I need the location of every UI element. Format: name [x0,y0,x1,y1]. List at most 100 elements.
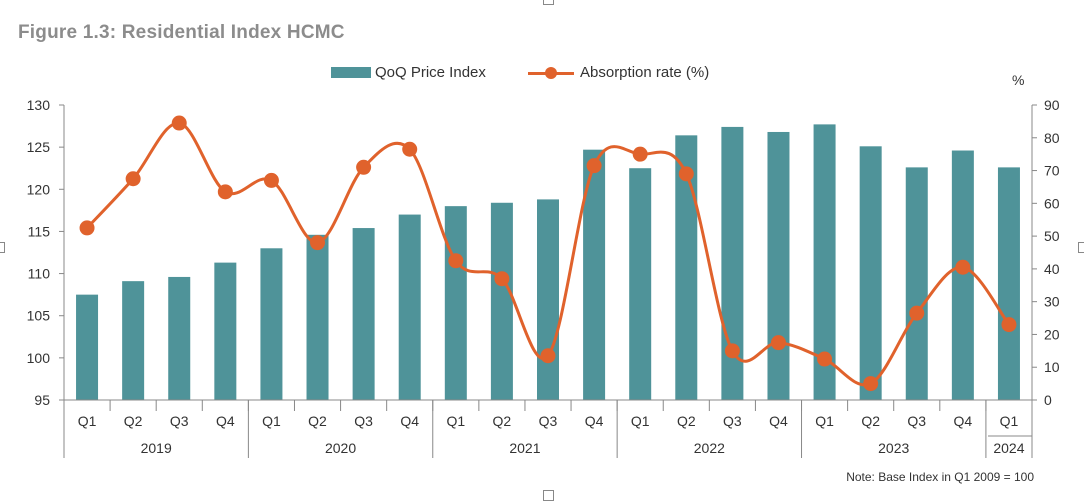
absorption-point-11 [540,348,556,364]
bar-17 [813,124,836,400]
x-tick-label-18: Q2 [861,413,880,429]
x-tick-label-17: Q1 [815,413,834,429]
left-tick-label-115: 115 [28,223,51,239]
year-label-2019: 2019 [141,440,172,456]
left-tick-label-100: 100 [27,350,51,366]
bar-12 [583,149,606,400]
legend-label-absorption-rate: Absorption rate (%) [580,64,710,81]
legend-label-price-index: QoQ Price Index [375,64,486,81]
left-tick-label-95: 95 [34,392,50,408]
x-tick-label-1: Q1 [78,413,97,429]
bar-15 [721,126,744,401]
legend-item-price-index: QoQ Price Index [331,64,486,81]
x-tick-label-3: Q3 [170,413,189,429]
absorption-point-13 [632,146,648,162]
bar-20 [951,150,974,400]
bar-10 [490,202,513,400]
bar-1 [76,294,99,400]
right-tick-label-90: 90 [1044,97,1060,113]
right-tick-label-10: 10 [1044,359,1060,375]
x-tick-label-8: Q4 [400,413,419,429]
year-label-2023: 2023 [878,440,909,456]
left-tick-label-120: 120 [27,181,51,197]
bar-9 [444,206,467,400]
bar-19 [905,167,928,400]
right-tick-label-70: 70 [1044,163,1060,179]
legend: QoQ Price Index Absorption rate (%) [0,64,1084,88]
absorption-point-18 [863,376,879,392]
chart-title: Figure 1.3: Residential Index HCMC [18,22,345,43]
left-tick-label-105: 105 [27,308,51,324]
bar-13 [629,168,652,400]
x-tick-label-13: Q1 [631,413,650,429]
right-tick-label-20: 20 [1044,326,1060,342]
absorption-point-2 [125,171,141,187]
absorption-point-19 [909,305,925,321]
x-tick-label-20: Q4 [954,413,973,429]
right-tick-label-50: 50 [1044,228,1060,244]
right-tick-label-40: 40 [1044,261,1060,277]
absorption-point-6 [310,235,326,251]
left-tick-label-130: 130 [27,97,51,113]
absorption-point-17 [817,351,833,367]
x-tick-label-16: Q4 [769,413,788,429]
x-tick-label-9: Q1 [446,413,465,429]
right-tick-label-60: 60 [1044,195,1060,211]
selection-handle-top[interactable] [543,0,554,5]
absorption-point-7 [356,159,372,175]
absorption-point-16 [770,335,786,351]
x-tick-label-19: Q3 [907,413,926,429]
right-tick-label-80: 80 [1044,130,1060,146]
x-tick-label-15: Q3 [723,413,742,429]
bar-7 [352,228,375,400]
bar-4 [214,262,237,400]
bar-11 [537,199,559,400]
bar-16 [767,131,790,400]
absorption-point-20 [955,259,971,275]
absorption-point-3 [171,115,187,131]
year-label-2020: 2020 [325,440,356,456]
x-tick-label-7: Q3 [354,413,373,429]
x-tick-label-12: Q4 [585,413,604,429]
absorption-point-12 [586,158,602,174]
absorption-point-4 [217,184,233,200]
selection-handle-right[interactable] [1078,242,1084,253]
x-tick-label-6: Q2 [308,413,327,429]
legend-bar-swatch [331,67,371,78]
bar-3 [168,276,191,400]
footnote: Note: Base Index in Q1 2009 = 100 [846,470,1034,484]
x-tick-label-4: Q4 [216,413,235,429]
bar-14 [675,135,698,401]
legend-item-absorption-rate: Absorption rate (%) [528,64,709,81]
year-label-2024: 2024 [993,440,1024,456]
bar-2 [122,281,145,400]
left-tick-label-125: 125 [27,139,51,155]
x-tick-label-21: Q1 [1000,413,1019,429]
absorption-point-14 [678,166,694,182]
x-tick-label-11: Q3 [539,413,558,429]
right-tick-label-0: 0 [1044,392,1052,408]
x-tick-label-5: Q1 [262,413,281,429]
right-tick-label-30: 30 [1044,294,1060,310]
selection-handle-left[interactable] [0,242,5,253]
bar-21 [997,167,1020,400]
x-tick-label-2: Q2 [124,413,143,429]
x-tick-label-14: Q2 [677,413,696,429]
bar-5 [260,248,283,400]
right-axis-unit: % [1012,72,1025,88]
year-label-2022: 2022 [694,440,725,456]
absorption-point-9 [448,253,464,269]
absorption-point-10 [494,271,510,287]
absorption-point-15 [724,343,740,359]
x-tick-label-10: Q2 [493,413,512,429]
absorption-point-1 [79,220,95,236]
absorption-point-5 [263,172,279,188]
legend-line-swatch [528,66,574,80]
bar-8 [398,214,421,400]
bar-18 [859,146,882,400]
year-label-2021: 2021 [509,440,540,456]
absorption-point-21 [1001,317,1017,333]
bar-6 [306,234,329,400]
left-tick-label-110: 110 [28,266,51,282]
